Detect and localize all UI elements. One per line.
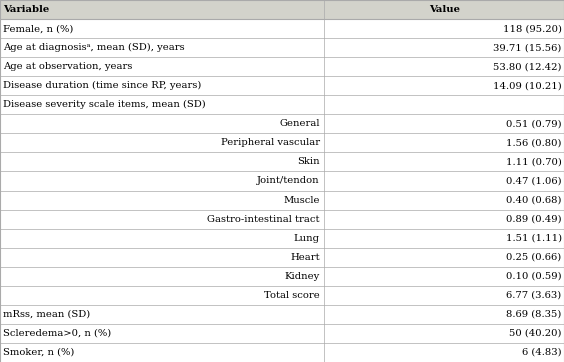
Text: Disease severity scale items, mean (SD): Disease severity scale items, mean (SD)	[3, 100, 206, 109]
Bar	[0, 0, 564, 19]
Text: Peripheral vascular: Peripheral vascular	[221, 138, 320, 147]
Text: Heart: Heart	[290, 253, 320, 262]
Text: General: General	[279, 119, 320, 129]
Text: 1.51 (1.11): 1.51 (1.11)	[505, 233, 562, 243]
Text: Gastro-intestinal tract: Gastro-intestinal tract	[208, 215, 320, 224]
Text: 53.80 (12.42): 53.80 (12.42)	[494, 62, 562, 71]
Text: Skin: Skin	[297, 157, 320, 167]
Text: Age at observation, years: Age at observation, years	[3, 62, 133, 71]
Text: Age at diagnosisᵃ, mean (SD), years: Age at diagnosisᵃ, mean (SD), years	[3, 43, 185, 52]
Text: Female, n (%): Female, n (%)	[3, 24, 74, 33]
Text: 0.89 (0.49): 0.89 (0.49)	[506, 215, 562, 224]
Text: Total score: Total score	[264, 291, 320, 300]
Text: Kidney: Kidney	[284, 272, 320, 281]
Text: Scleredema>0, n (%): Scleredema>0, n (%)	[3, 329, 112, 338]
Text: mRss, mean (SD): mRss, mean (SD)	[3, 310, 91, 319]
Text: 0.51 (0.79): 0.51 (0.79)	[506, 119, 562, 129]
Text: 39.71 (15.56): 39.71 (15.56)	[494, 43, 562, 52]
Text: Smoker, n (%): Smoker, n (%)	[3, 348, 75, 357]
Text: Joint/tendon: Joint/tendon	[257, 177, 320, 185]
Text: 6.77 (3.63): 6.77 (3.63)	[506, 291, 562, 300]
Text: 1.11 (0.70): 1.11 (0.70)	[506, 157, 562, 167]
Text: Value: Value	[429, 5, 460, 14]
Text: Disease duration (time since RP, years): Disease duration (time since RP, years)	[3, 81, 202, 90]
Text: 0.10 (0.59): 0.10 (0.59)	[506, 272, 562, 281]
Text: Lung: Lung	[294, 233, 320, 243]
Text: 0.25 (0.66): 0.25 (0.66)	[506, 253, 562, 262]
Text: 8.69 (8.35): 8.69 (8.35)	[506, 310, 562, 319]
Text: Variable: Variable	[3, 5, 50, 14]
Text: 0.40 (0.68): 0.40 (0.68)	[506, 195, 562, 205]
Text: 14.09 (10.21): 14.09 (10.21)	[493, 81, 562, 90]
Text: 1.56 (0.80): 1.56 (0.80)	[506, 138, 562, 147]
Text: 6 (4.83): 6 (4.83)	[522, 348, 562, 357]
Text: 50 (40.20): 50 (40.20)	[509, 329, 562, 338]
Text: Muscle: Muscle	[283, 195, 320, 205]
Text: 0.47 (1.06): 0.47 (1.06)	[506, 177, 562, 185]
Text: 118 (95.20): 118 (95.20)	[503, 24, 562, 33]
